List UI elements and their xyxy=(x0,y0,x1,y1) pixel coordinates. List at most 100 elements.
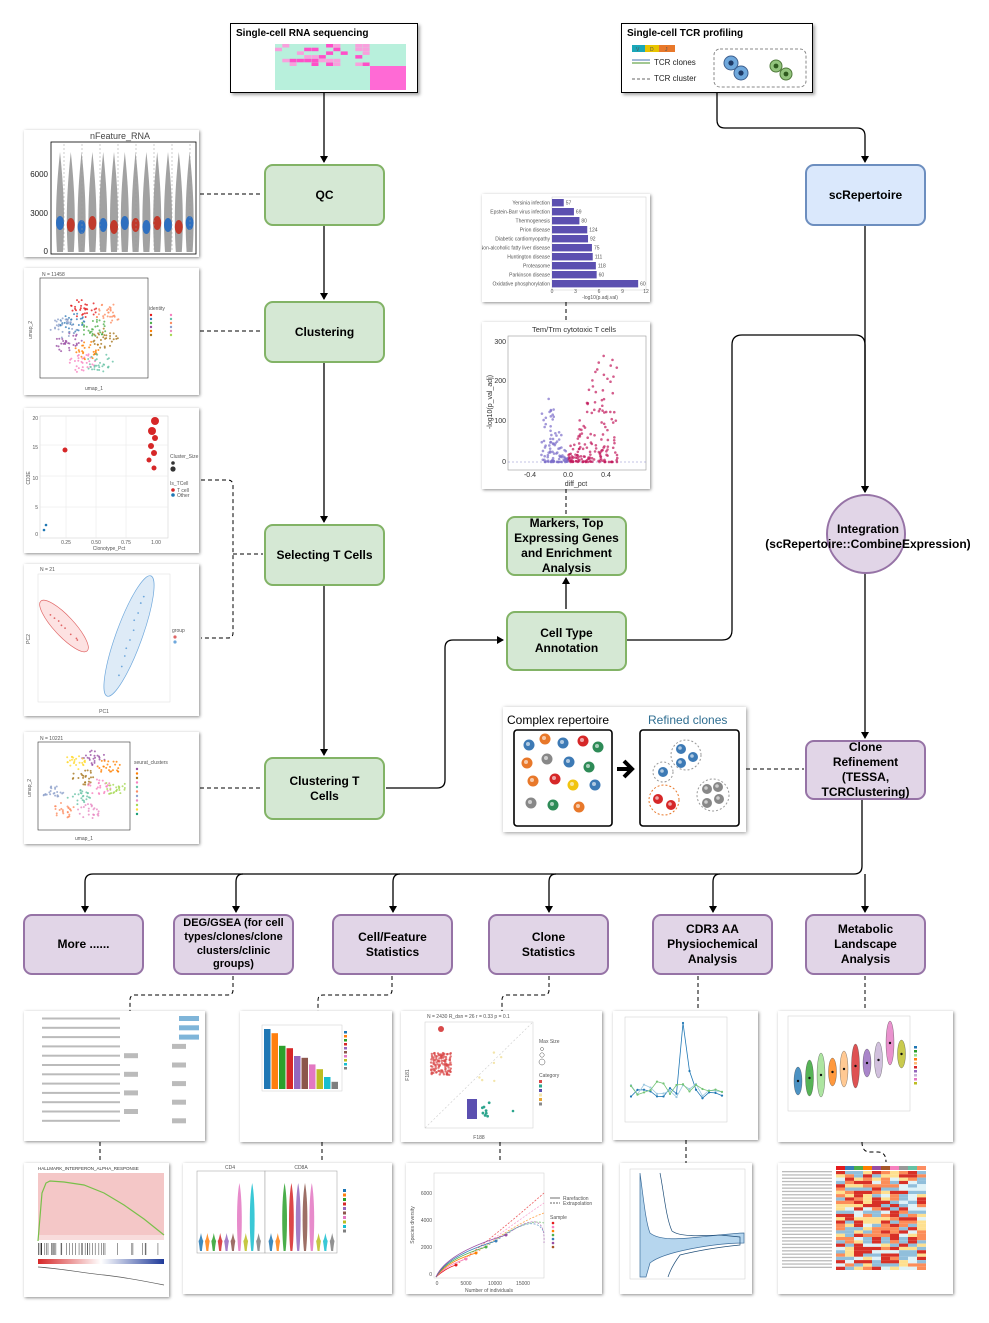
pca-plot: N = 21 PC1 PC2 group xyxy=(24,564,199,716)
cell-stat-bar xyxy=(286,1048,293,1089)
clone-statistics-node[interactable]: Clone Statistics xyxy=(488,914,609,975)
volcano-plot: Tem/Trm cytotoxic T cells 300 200 100 0 … xyxy=(482,322,650,489)
cdr3-node[interactable]: CDR3 AA Physiochemical Analysis xyxy=(652,914,773,975)
pathway-bar xyxy=(124,1071,138,1077)
rare-legend-sample: Sample xyxy=(550,1215,567,1221)
edge-to-cdr3 xyxy=(709,873,721,913)
enrich-value: 69 xyxy=(576,210,582,216)
extrapolation-curve xyxy=(505,1221,545,1244)
qc-node[interactable]: QC xyxy=(264,164,385,226)
scatter-point xyxy=(44,523,48,527)
violin-shape xyxy=(110,152,118,252)
clone-category: Category xyxy=(539,1073,560,1079)
pathway-label xyxy=(42,1045,120,1048)
pathway-bar xyxy=(172,1099,186,1105)
edge-tcr-screp xyxy=(716,93,869,163)
more-node[interactable]: More ...... xyxy=(23,914,144,975)
enrich-bar xyxy=(552,253,593,261)
scatter-point xyxy=(148,443,154,449)
violin-box xyxy=(99,218,108,232)
rare-xtick: 0 xyxy=(436,1281,439,1287)
rare-legend-extrapolation: Extrapolation xyxy=(563,1201,592,1207)
clone-scatter-header: N = 2430 R_dsn = 26 r = 0.33 p = 0.1 xyxy=(427,1014,510,1020)
screpertoire-node[interactable]: scRepertoire xyxy=(805,164,926,226)
enrich-value: 57 xyxy=(566,201,572,207)
cell-type-annotation-node[interactable]: Cell Type Annotation xyxy=(506,611,627,671)
pca-xlabel: PC1 xyxy=(99,709,109,715)
metabolic-node[interactable]: Metabolic Landscape Analysis xyxy=(805,914,926,975)
enrich-term: Prion disease xyxy=(520,228,551,234)
violin-shape xyxy=(142,152,151,252)
scatter-xtick: 0.75 xyxy=(121,540,131,546)
umap-clustering-plot: N = 11458 umap_1 umap_2 identity xyxy=(24,268,199,395)
heatmap-thumbnail xyxy=(275,44,406,90)
selecting-t-cells-node[interactable]: Selecting T Cells xyxy=(264,524,385,586)
enrich-xtick: 12 xyxy=(643,289,649,295)
cell-stat-bar xyxy=(279,1045,286,1089)
pathway-bar xyxy=(179,1025,199,1031)
clustering-node[interactable]: Clustering xyxy=(264,301,385,363)
rare-ytick: 4000 xyxy=(421,1218,432,1224)
pca-n: N = 21 xyxy=(40,567,55,573)
extrapolation-curve xyxy=(465,1202,545,1260)
clone-scatter-xlabel: F188 xyxy=(473,1135,485,1141)
scatter-legend-other: Other xyxy=(177,493,190,499)
cell-stat-bar xyxy=(271,1033,278,1089)
clone-scatter-ylabel: F181 xyxy=(405,1069,411,1081)
volcano-ytick: 100 xyxy=(494,418,506,425)
enrich-value: 92 xyxy=(590,237,596,243)
umap2-n: N = 10221 xyxy=(40,736,63,742)
marker-violin xyxy=(198,1233,204,1251)
pca-ylabel: PC2 xyxy=(26,634,32,644)
violin-box xyxy=(120,216,129,230)
clone-refinement-node[interactable]: Clone Refinement (TESSA, TCRClustering) xyxy=(805,740,926,800)
integration-node[interactable]: Integration (scRepertoire::CombineExpres… xyxy=(765,494,971,574)
markers-node[interactable]: Markers, Top Expressing Genes and Enrich… xyxy=(506,516,627,576)
arrow-icon xyxy=(617,759,635,779)
scrna-header-title: Single-cell RNA sequencing xyxy=(236,28,369,39)
cell-feature-statistics-node[interactable]: Cell/Feature Statistics xyxy=(332,914,453,975)
violin-box xyxy=(56,216,64,230)
integration-title: Integration xyxy=(837,522,899,536)
marker-violin-plot: CD4 CD8A xyxy=(183,1163,392,1294)
violin-box xyxy=(142,220,151,234)
enrich-value: 118 xyxy=(598,264,606,270)
scatter-ytick: 5 xyxy=(35,505,38,511)
violin-box xyxy=(164,218,172,232)
clustering-t-cells-node[interactable]: Clustering T Cells xyxy=(264,757,385,820)
umap1-xlabel: umap_1 xyxy=(85,386,103,392)
enrich-value: 80 xyxy=(581,219,587,225)
scatter-point xyxy=(151,417,159,425)
pathway-bar xyxy=(172,1081,186,1087)
metabolic-violin-plot xyxy=(778,1011,953,1142)
j-segment: J xyxy=(665,47,668,53)
marker-violin xyxy=(302,1183,308,1251)
marker-violin xyxy=(282,1183,287,1251)
marker-violin xyxy=(323,1233,328,1251)
pathway-label xyxy=(42,1073,120,1076)
pathway-bar xyxy=(179,1034,199,1040)
clone-scatter-plot: N = 2430 R_dsn = 26 r = 0.33 p = 0.1 F18… xyxy=(401,1011,602,1142)
violin-box xyxy=(110,220,118,234)
enrich-bar xyxy=(552,271,597,279)
umap1-n: N = 11458 xyxy=(42,272,65,278)
violin-ytick: 3000 xyxy=(30,209,48,218)
scatter-ylabel: CD3E xyxy=(26,471,32,485)
umap-t-cells-plot: N = 10221 umap_1 umap_2 seurat_clusters xyxy=(24,732,199,844)
marker-violin xyxy=(205,1233,210,1251)
enrich-value: 75 xyxy=(594,246,600,252)
scatter-legend-size: Cluster_Size xyxy=(170,454,199,460)
d-segment: D xyxy=(650,47,654,53)
enrich-xtick: 9 xyxy=(621,289,624,295)
volcano-xtick: -0.4 xyxy=(524,472,536,479)
cell-stat-bar xyxy=(331,1081,338,1089)
deg-gsea-node[interactable]: DEG/GSEA (for cell types/clones/clone cl… xyxy=(173,914,294,975)
tcr-clones-legend: TCR clones xyxy=(654,58,696,67)
umap1-legend-title: identity xyxy=(149,306,165,312)
cell-stat-bar xyxy=(309,1064,316,1089)
volcano-xlabel: diff_pct xyxy=(565,481,587,488)
violin-shape xyxy=(164,152,172,252)
gsea-title: HALLMARK_INTERFERON_ALPHA_RESPONSE xyxy=(38,1166,139,1171)
violin-box xyxy=(77,220,86,234)
rare-xlabel: Number of individuals xyxy=(465,1288,514,1294)
